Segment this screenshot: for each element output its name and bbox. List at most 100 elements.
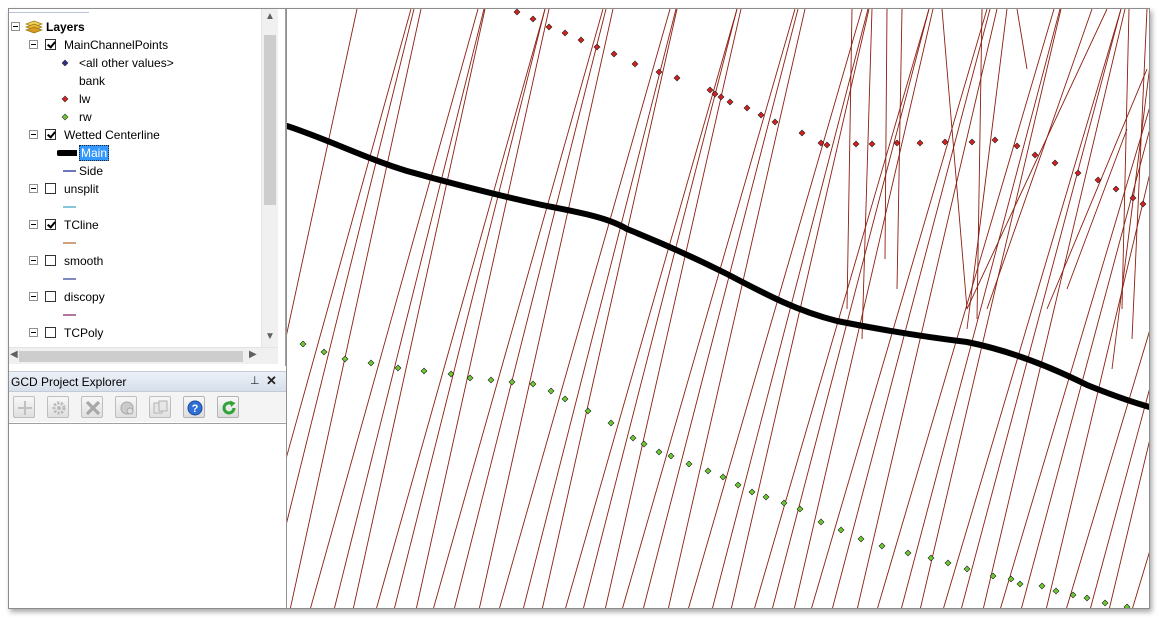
expand-toggle[interactable] (11, 22, 20, 31)
layer-name[interactable]: discopy (64, 290, 105, 304)
lw-point (706, 86, 714, 94)
layer-name[interactable]: unsplit (64, 182, 99, 196)
point-symbol-icon (61, 95, 69, 103)
expand-toggle[interactable] (29, 130, 38, 139)
legend-label: rw (79, 110, 92, 124)
transect-line (352, 9, 486, 608)
transect-line (941, 9, 968, 310)
lw-point (868, 140, 876, 148)
lw-point (798, 129, 806, 137)
transect-line (541, 9, 678, 608)
scroll-up-icon[interactable]: ▲ (265, 11, 275, 22)
layer-name[interactable]: MainChannelPoints (64, 38, 169, 52)
selected-legend-label[interactable]: Main (79, 145, 110, 161)
rw-point (817, 518, 825, 526)
rw-point (584, 407, 592, 415)
transect-line (1111, 69, 1149, 370)
rw-point (394, 364, 402, 372)
transect-line (901, 9, 1061, 608)
lw-point (852, 140, 860, 148)
layer-name[interactable]: smooth (64, 254, 104, 268)
scroll-thumb[interactable] (19, 351, 243, 362)
rw-point (719, 473, 727, 481)
help-button[interactable]: ? (183, 396, 205, 418)
lw-point (529, 15, 537, 23)
layer-visibility-checkbox[interactable] (45, 219, 56, 230)
rw-point (1052, 587, 1060, 595)
rw-point (734, 481, 742, 489)
layer-visibility-checkbox[interactable] (45, 327, 56, 338)
transect-line (310, 9, 479, 608)
lw-point (610, 50, 618, 58)
transect-line (966, 9, 1108, 310)
transect-line (861, 9, 873, 340)
rw-point (989, 572, 997, 580)
expand-toggle[interactable] (29, 220, 38, 229)
lw-point (545, 23, 553, 31)
close-icon[interactable]: ✕ (266, 373, 277, 388)
layer-visibility-checkbox[interactable] (45, 291, 56, 302)
expand-toggle[interactable] (29, 292, 38, 301)
layer-name[interactable]: TCline (64, 218, 99, 232)
layers-icon (25, 20, 43, 34)
transect-line (565, 9, 738, 608)
expand-toggle[interactable] (29, 40, 38, 49)
rw-point (629, 434, 637, 442)
add-button[interactable] (13, 396, 35, 418)
add-raster-button[interactable] (115, 396, 137, 418)
transect-line (832, 9, 991, 608)
rw-point (944, 559, 952, 567)
delete-button[interactable] (81, 396, 103, 418)
properties-button[interactable] (47, 396, 69, 418)
expand-toggle[interactable] (29, 328, 38, 337)
transect-line (961, 9, 1122, 608)
map-view[interactable] (286, 9, 1150, 609)
transect-line (643, 9, 799, 608)
scroll-left-icon[interactable]: ◀ (10, 349, 18, 360)
refresh-button[interactable] (217, 396, 239, 418)
lw-point (991, 136, 999, 144)
panel-title: GCD Project Explorer (11, 375, 127, 389)
expand-toggle[interactable] (29, 256, 38, 265)
rw-point (878, 542, 886, 550)
transect-line (986, 9, 1093, 310)
transect-line (846, 9, 853, 310)
rw-point (780, 499, 788, 507)
layer-visibility-checkbox[interactable] (45, 255, 56, 266)
line-symbol-icon (63, 242, 76, 244)
layer-visibility-checkbox[interactable] (45, 39, 56, 50)
rw-point (796, 505, 804, 513)
toc-vertical-scrollbar[interactable]: ▲ ▼ (261, 9, 278, 347)
rw-point (341, 355, 349, 363)
lw-point (513, 9, 521, 16)
legend-label: Side (79, 164, 104, 178)
rw-point (1123, 603, 1131, 608)
rw-point (529, 380, 537, 388)
scroll-down-icon[interactable]: ▼ (265, 331, 275, 342)
layer-name[interactable]: TCPoly (64, 326, 104, 340)
layer-name[interactable]: Wetted Centerline (64, 128, 160, 142)
map-canvas[interactable] (287, 9, 1150, 609)
rw-point (762, 493, 770, 501)
transect-line (896, 9, 903, 290)
transect-line (433, 9, 604, 608)
rw-point (857, 535, 865, 543)
pin-icon[interactable]: ⊥ (250, 375, 260, 387)
project-tree[interactable] (9, 423, 286, 608)
transect-line (622, 9, 796, 608)
rw-point (1007, 575, 1015, 583)
toc-horizontal-scrollbar[interactable]: ◀ ▶ (9, 347, 278, 364)
expand-toggle[interactable] (29, 184, 38, 193)
layer-visibility-checkbox[interactable] (45, 129, 56, 140)
transect-line (1131, 9, 1148, 340)
lw-point (771, 118, 779, 126)
scroll-thumb[interactable] (264, 35, 276, 205)
transect-line (688, 9, 863, 608)
scroll-right-icon[interactable]: ▶ (249, 349, 257, 360)
lw-point (743, 104, 751, 112)
layer-visibility-checkbox[interactable] (45, 183, 56, 194)
transect-line (857, 9, 998, 608)
transect-line (794, 9, 934, 608)
copy-button[interactable] (149, 396, 171, 418)
legend-label: lw (79, 92, 91, 106)
